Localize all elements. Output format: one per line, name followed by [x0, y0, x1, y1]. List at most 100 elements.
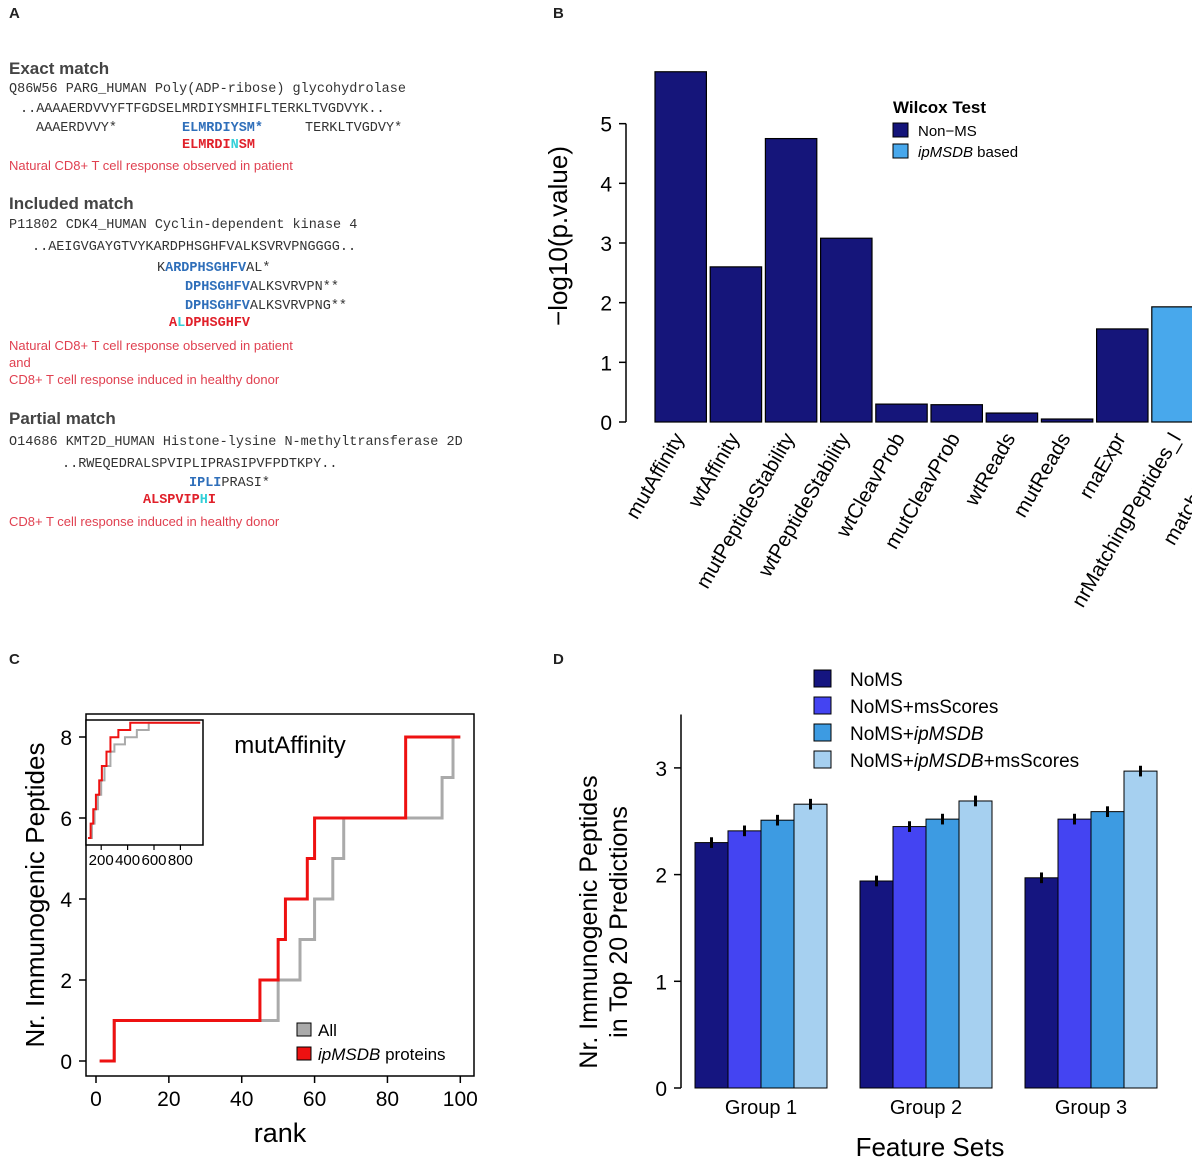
- included-peptide-3: DPHSGHFVALKSVRVPNG**: [185, 299, 347, 314]
- panel-b-bar: [1095, 328, 1149, 423]
- partial-mutant-residue: H: [199, 493, 208, 508]
- partial-mutant-part-1: ALSPVIP: [143, 493, 200, 508]
- panel-b-ytick-label: 2: [600, 293, 612, 316]
- panel-b-bar: [1040, 418, 1094, 423]
- panel-d-bar: [727, 830, 762, 1089]
- exact-protein-sequence: ..AAAAERDVVYFTFGDSELMRDIYSMHIFLTERKLTVGD…: [20, 102, 385, 117]
- panel-b-ytick-label: 0: [600, 412, 612, 435]
- panel-c-xtick-label: 60: [303, 1088, 326, 1111]
- included-match-title: Included match: [9, 194, 134, 213]
- panel-d-legend-label: NoMS+ipMSDB+msScores: [850, 751, 1079, 772]
- panel-c-inset-xtick-label: 200: [89, 852, 114, 869]
- panel-c-xtick-label: 100: [443, 1088, 478, 1111]
- panel-c-xtick-label: 20: [157, 1088, 180, 1111]
- panel-d-legend-part-a: NoMS+: [850, 751, 914, 772]
- included-mutant-part-3: DPHSGHFV: [185, 316, 251, 331]
- included-p3-core: DPHSGHFV: [185, 299, 250, 314]
- included-note-3: CD8+ T cell response induced in healthy …: [9, 372, 280, 387]
- included-mutant-part-1: A: [169, 316, 178, 331]
- panel-b-bar: [654, 71, 708, 423]
- panel-b-category-label: wtAffinity: [683, 428, 745, 512]
- included-note-2: and: [9, 355, 31, 370]
- legend-swatch-nonms: [892, 122, 909, 138]
- partial-note: CD8+ T cell response induced in healthy …: [9, 514, 280, 529]
- partial-p1-post: PRASI*: [221, 476, 271, 491]
- panel-b-bar: [875, 403, 928, 423]
- exact-mutant-peptide: ELMRDINSM: [182, 138, 255, 153]
- partial-match-title: Partial match: [9, 409, 116, 428]
- panel-b-legend-nonms: Non−MS: [918, 123, 977, 140]
- panel-d-legend-swatch: [813, 723, 832, 742]
- panel-d-bar: [859, 880, 894, 1089]
- panel-c-ytick-label: 0: [60, 1051, 72, 1074]
- panel-d-ytick-label: 2: [655, 865, 667, 888]
- exact-mutant-residue: N: [230, 138, 239, 153]
- panel-b-bar: [930, 404, 984, 423]
- panel-b-legend-ipmsdb: ipMSDB based: [918, 144, 1018, 161]
- panel-d-category-label: Group 3: [1055, 1097, 1127, 1119]
- panel-d-legend-part-a: NoMS+: [850, 724, 914, 745]
- panel-d-bar: [1024, 877, 1059, 1089]
- panel-d-legend-part-a: NoMS+msScores: [850, 697, 998, 718]
- panel-d-label: D: [553, 651, 564, 668]
- panel-c-legend-ip-rest: proteins: [380, 1045, 445, 1064]
- panel-d-bar: [1123, 770, 1158, 1089]
- included-mutant-residue: L: [177, 316, 186, 331]
- included-p1-core: ARDPHSGHFV: [165, 261, 247, 276]
- panel-d-bar: [892, 826, 927, 1089]
- panel-c-series-ipmsdb: [99, 735, 461, 1063]
- panel-d-ytick-label: 3: [655, 758, 667, 781]
- panel-d-xlabel: Feature Sets: [856, 1132, 1005, 1162]
- included-mutant-peptide: ALDPHSGHFV: [169, 316, 250, 331]
- included-p2-post: ALKSVRVPN**: [249, 280, 339, 295]
- panel-b-legend-based: based: [973, 144, 1018, 161]
- panel-c-ytick-label: 2: [60, 970, 72, 993]
- panel-b-category-label: rnaExpr: [1075, 429, 1131, 503]
- panel-c-inset-xtick-label: 600: [141, 852, 166, 869]
- panel-b-ylabel: −log10(p.value): [543, 146, 573, 326]
- included-note-1: Natural CD8+ T cell response observed in…: [9, 338, 293, 353]
- exact-peptide-2: ELMRDIYSM*: [182, 121, 264, 136]
- panel-b-label: B: [553, 5, 564, 22]
- panel-d-chart: 0 1 2 3 Group 1 Group 2 Group 3 Feature Sets Nr.…: [575, 669, 1158, 1162]
- panel-d-bar: [1057, 818, 1092, 1089]
- panel-c-ytick-label: 8: [60, 727, 72, 750]
- exact-mutant-part-1: ELMRDI: [182, 138, 231, 153]
- panel-d-legend-label: NoMS: [850, 670, 903, 691]
- panel-b-category-label: wtReads: [960, 429, 1020, 510]
- partial-protein-sequence: ..RWEQEDRALSPVIPLIPRASIPVFPDTKPY..: [62, 457, 338, 472]
- panel-d-ylabel-line1: Nr. Immunogenic Peptides: [575, 775, 603, 1068]
- exact-mutant-part-3: SM: [238, 138, 255, 153]
- panel-b-bar: [985, 412, 1039, 423]
- panel-c-xtick-label: 0: [90, 1088, 102, 1111]
- panel-c-ylabel: Nr. Immunogenic Peptides: [20, 743, 50, 1048]
- panel-c-legend-ip-italic: ipMSDB: [318, 1045, 380, 1064]
- panel-c-inset-xtick-label: 400: [115, 852, 140, 869]
- panel-b-ytick-label: 3: [600, 233, 612, 256]
- panel-d-ytick-label: 0: [655, 1078, 667, 1101]
- panel-c-legend-all: All: [318, 1021, 337, 1040]
- panel-c-legend-swatch-ip: [296, 1046, 312, 1061]
- panel-d-legend-part-c: +msScores: [984, 751, 1080, 772]
- partial-mutant-peptide: ALSPVIPHI: [143, 493, 216, 508]
- panel-c-frame: [85, 713, 475, 1077]
- panel-a-label: A: [9, 5, 20, 22]
- panel-d-legend-swatch: [813, 669, 832, 688]
- panel-b-bar: [819, 237, 873, 423]
- panel-d-category-label: Group 1: [725, 1097, 797, 1119]
- included-p1-pre: K: [157, 261, 166, 276]
- exact-match-title: Exact match: [9, 59, 110, 78]
- panel-d-bar: [694, 842, 729, 1089]
- panel-d-bar: [760, 819, 795, 1089]
- panel-c-legend-ip: ipMSDB proteins: [318, 1045, 446, 1064]
- panel-b-category-label: mutAffinity: [621, 428, 689, 523]
- panel-b-bar: [1151, 306, 1192, 423]
- partial-p1-core: IPLI: [189, 476, 222, 491]
- panel-b-ytick-label: 4: [600, 173, 612, 196]
- panel-d-category-label: Group 2: [890, 1097, 962, 1119]
- panel-c-legend-swatch-all: [296, 1022, 312, 1037]
- panel-d-bar: [793, 803, 828, 1089]
- partial-mutant-part-3: I: [207, 493, 216, 508]
- included-peptide-2: DPHSGHFVALKSVRVPN**: [185, 280, 339, 295]
